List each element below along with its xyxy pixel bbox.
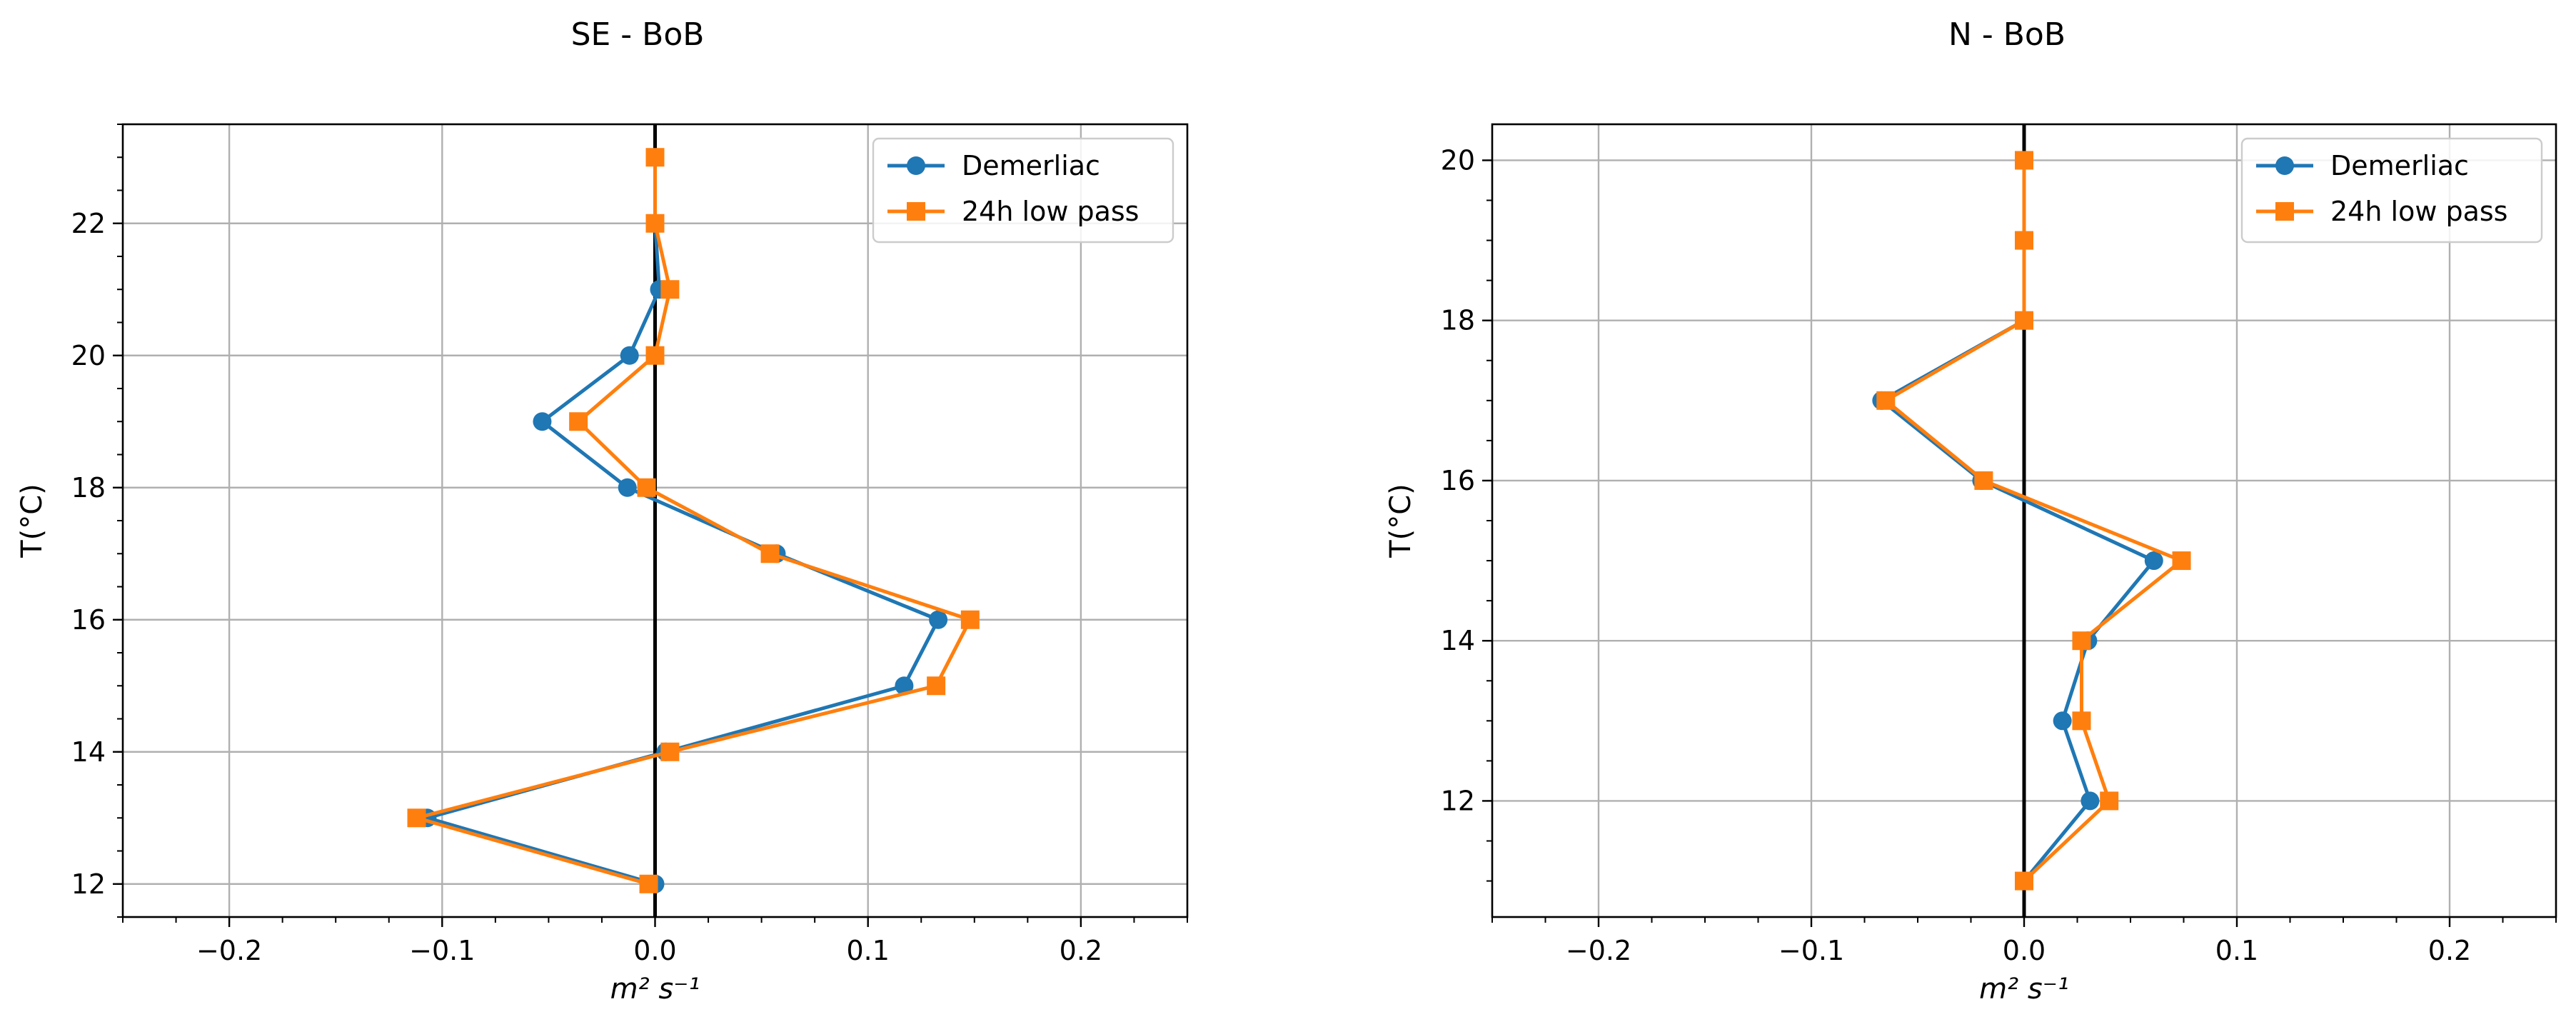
series-line xyxy=(425,157,940,886)
series-line xyxy=(1879,160,2156,883)
data-point xyxy=(2072,631,2091,651)
data-point xyxy=(1974,471,1993,490)
data-point xyxy=(1876,391,1896,410)
data-point xyxy=(618,478,637,497)
data-point xyxy=(645,148,665,167)
data-point xyxy=(895,676,914,696)
chart-title: SE - BoB xyxy=(571,16,705,53)
y-tick-label: 14 xyxy=(71,736,106,768)
series-line xyxy=(1883,160,2184,883)
data-point xyxy=(533,412,552,431)
data-point xyxy=(2015,871,2033,891)
y-tick-label: 16 xyxy=(71,604,106,636)
legend-marker xyxy=(907,202,925,221)
data-point xyxy=(2015,311,2033,330)
legend-label: Demerliac xyxy=(962,150,1100,181)
data-point xyxy=(2144,551,2163,571)
x-tick-label: −0.1 xyxy=(409,935,475,966)
y-tick-label: 16 xyxy=(1441,465,1475,496)
data-point xyxy=(620,346,639,365)
y-tick-label: 12 xyxy=(71,868,106,900)
y-tick-label: 18 xyxy=(1441,305,1475,336)
data-point xyxy=(660,280,680,299)
data-point xyxy=(929,610,948,629)
y-tick-label: 22 xyxy=(71,208,106,239)
data-point xyxy=(2015,231,2033,250)
x-tick-label: 0.1 xyxy=(846,935,889,966)
legend-label: 24h low pass xyxy=(962,196,1139,227)
data-point xyxy=(645,214,665,233)
y-axis-label: T(°C) xyxy=(16,484,49,558)
legend-marker xyxy=(2275,156,2294,175)
x-tick-label: 0.2 xyxy=(2428,935,2471,966)
data-point xyxy=(2072,711,2091,731)
data-point xyxy=(637,478,656,497)
legend-box xyxy=(872,137,1174,244)
chart-title: N - BoB xyxy=(1948,16,2066,53)
legend-marker xyxy=(907,156,925,175)
data-point xyxy=(2081,791,2100,811)
legend-label: Demerliac xyxy=(2330,150,2469,181)
y-tick-label: 14 xyxy=(1441,625,1475,656)
series-line xyxy=(415,157,972,886)
data-point xyxy=(2015,151,2033,170)
x-tick-label: −0.1 xyxy=(1778,935,1844,966)
x-tick-label: 0.2 xyxy=(1060,935,1102,966)
y-axis-label: T(°C) xyxy=(1384,484,1417,558)
data-point xyxy=(639,874,658,893)
data-point xyxy=(660,742,680,761)
x-tick-label: 0.0 xyxy=(2003,935,2046,966)
y-tick-label: 20 xyxy=(1441,144,1475,176)
data-point xyxy=(2172,551,2191,571)
data-point xyxy=(2100,791,2119,811)
chart-panel-2: −0.2 −0.1 0.0 0.1 0.2 12 14 16 18 20 N - BoB m² s⁻¹… xyxy=(1384,16,2557,1006)
chart-panel-1: −0.2 −0.1 0.0 0.1 0.2 12 14 16 18 20 22 SE - BoB m² … xyxy=(16,16,1189,1006)
data-point xyxy=(760,544,780,563)
y-tick-label: 18 xyxy=(71,472,106,504)
y-tick-label: 20 xyxy=(71,340,106,371)
x-tick-label: −0.2 xyxy=(196,935,262,966)
data-point xyxy=(960,610,980,629)
legend: Demerliac 24h low pass xyxy=(872,137,1174,244)
x-tick-label: −0.2 xyxy=(1566,935,1631,966)
data-point xyxy=(569,412,588,431)
legend-marker xyxy=(2275,202,2294,221)
data-point xyxy=(407,808,426,828)
x-tick-label: 0.1 xyxy=(2215,935,2258,966)
series-demerliac xyxy=(1872,151,2163,891)
x-axis-label: m² s⁻¹ xyxy=(1979,973,2069,1006)
x-tick-label: 0.0 xyxy=(633,935,676,966)
series-lowpass xyxy=(407,148,980,893)
y-tick-label: 12 xyxy=(1441,785,1475,816)
legend-box xyxy=(2240,137,2543,244)
legend: Demerliac 24h low pass xyxy=(2240,137,2543,244)
data-point xyxy=(2053,711,2072,731)
data-point xyxy=(927,676,946,696)
legend-label: 24h low pass xyxy=(2330,196,2507,227)
series-lowpass xyxy=(1876,151,2191,891)
x-axis-label: m² s⁻¹ xyxy=(610,973,700,1006)
data-point xyxy=(645,346,665,365)
